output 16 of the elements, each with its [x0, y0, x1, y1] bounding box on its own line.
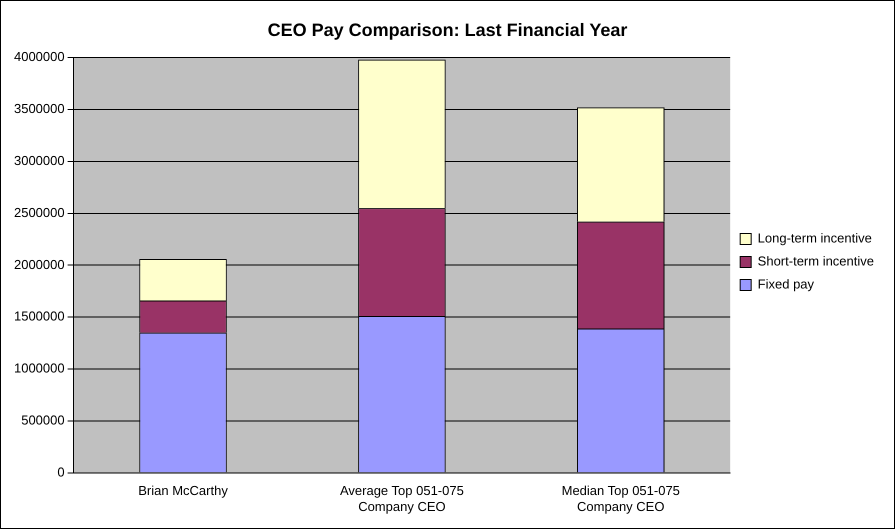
x-tick-label: Median Top 051-075 Company CEO — [562, 483, 680, 514]
y-tick-label: 1500000 — [14, 308, 65, 324]
y-tick-label: 4000000 — [14, 49, 65, 64]
y-tick-label: 3000000 — [14, 152, 65, 168]
legend-label: Short-term incentive — [758, 254, 874, 269]
x-tick-label: Average Top 051-075 Company CEO — [340, 483, 464, 514]
y-tick-label: 2000000 — [14, 256, 65, 272]
x-tick-label: Brian McCarthy — [138, 483, 228, 498]
legend-label: Long-term incentive — [758, 230, 872, 246]
y-tick-label: 1000000 — [14, 360, 65, 376]
y-tick-label: 0 — [57, 464, 65, 480]
y-tick-label: 3500000 — [14, 101, 65, 116]
y-tick-label: 500000 — [21, 412, 65, 428]
chart-title: CEO Pay Comparison: Last Financial Year — [268, 20, 628, 40]
y-tick-label: 2500000 — [14, 204, 65, 220]
legend-label: Fixed pay — [758, 276, 815, 292]
